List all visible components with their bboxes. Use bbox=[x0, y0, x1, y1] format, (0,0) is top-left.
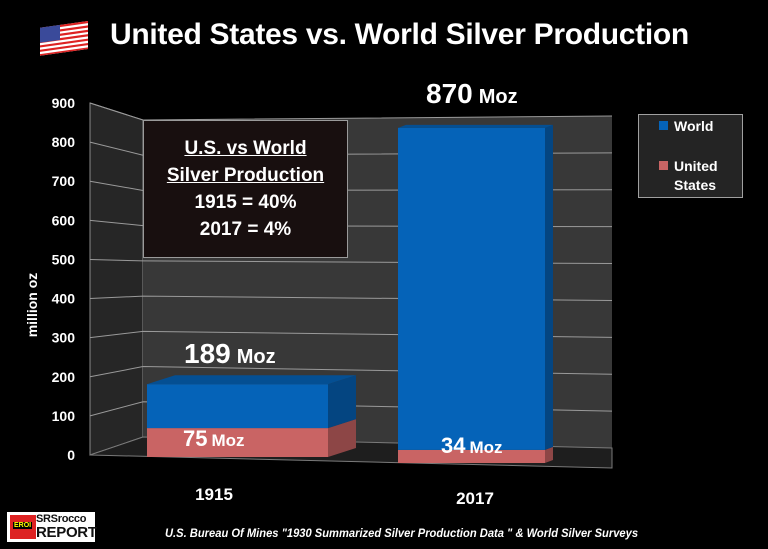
annotation-box: U.S. vs World Silver Production 1915 = 4… bbox=[143, 120, 348, 258]
x-tick-1915: 1915 bbox=[195, 485, 233, 504]
data-label-us-2017: 34 Moz bbox=[441, 433, 503, 458]
legend-label-us: United States bbox=[674, 158, 718, 193]
y-tick-label: 300 bbox=[52, 330, 76, 346]
y-axis-label: million oz bbox=[24, 273, 40, 338]
data-label-world-2017: 870 Moz bbox=[426, 78, 518, 109]
y-tick-label: 700 bbox=[52, 173, 76, 189]
y-tick-label: 400 bbox=[52, 291, 76, 307]
legend-swatch-us bbox=[659, 161, 668, 170]
annotation-heading-2: Silver Production bbox=[166, 165, 325, 186]
eroi-emblem-icon: EROI bbox=[10, 515, 36, 539]
y-tick-label: 100 bbox=[52, 408, 76, 424]
y-tick-label: 0 bbox=[67, 447, 75, 463]
legend: World United States bbox=[638, 114, 743, 198]
side-wall bbox=[89, 102, 144, 456]
y-tick-label: 800 bbox=[52, 134, 76, 150]
bar-world-1915 bbox=[147, 375, 356, 429]
data-label-world-1915: 189 Moz bbox=[184, 338, 276, 369]
bar-us-1915 bbox=[147, 419, 356, 457]
data-label-us-1915: 75 Moz bbox=[183, 426, 245, 451]
annotation-heading-1: U.S. vs World bbox=[184, 138, 307, 159]
y-tick-label: 600 bbox=[52, 212, 76, 228]
legend-label-world: World bbox=[674, 118, 714, 134]
bar-us-2017 bbox=[398, 446, 553, 463]
y-tick-label: 900 bbox=[52, 95, 76, 111]
legend-item-us: United States bbox=[659, 157, 718, 195]
annotation-2017: 2017 = 4% bbox=[199, 219, 292, 240]
us-flag-icon bbox=[40, 20, 88, 56]
srsrocco-logo: EROI SRSrocco REPORT bbox=[7, 512, 97, 542]
legend-item-world: World bbox=[659, 117, 713, 136]
chart-title: United States vs. World Silver Productio… bbox=[110, 18, 689, 51]
y-tick-label: 500 bbox=[52, 251, 76, 267]
annotation-1915: 1915 = 40% bbox=[194, 192, 297, 213]
source-note: U.S. Bureau Of Mines "1930 Summarized Si… bbox=[165, 526, 639, 540]
bar-world-2017 bbox=[398, 124, 553, 450]
legend-swatch-world bbox=[659, 121, 668, 130]
y-tick-label: 200 bbox=[52, 369, 76, 385]
x-tick-2017: 2017 bbox=[456, 489, 494, 508]
